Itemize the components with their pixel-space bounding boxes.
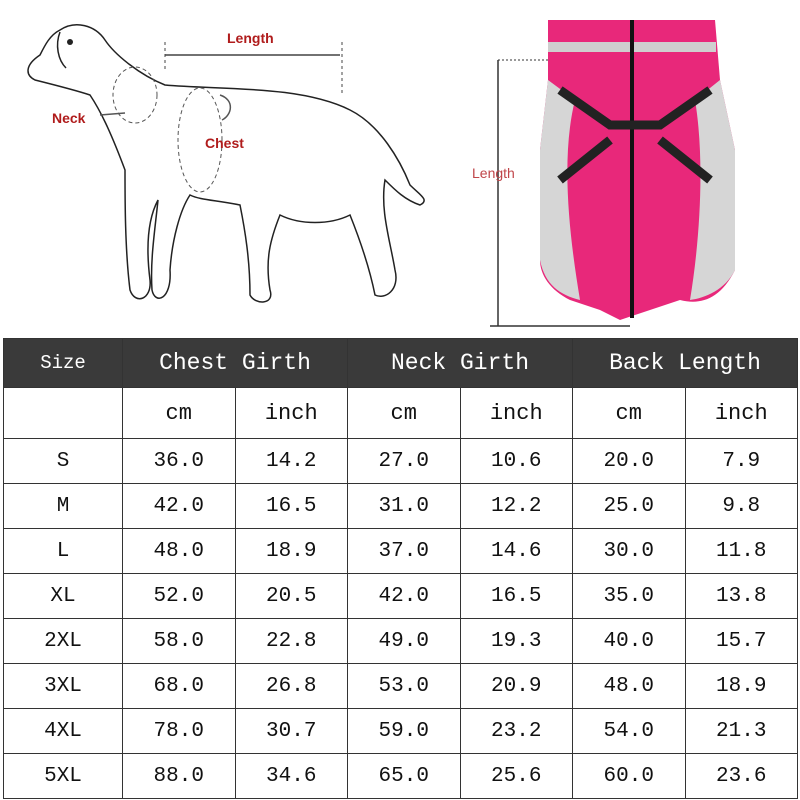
unit-cell: cm — [122, 387, 236, 439]
header-neck-girth: Neck Girth — [347, 338, 573, 388]
unit-cell: cm — [347, 387, 461, 439]
value-cell: 18.9 — [684, 663, 798, 709]
table-row: S 36.0 14.2 27.0 10.6 20.0 7.9 — [3, 438, 798, 484]
header-size: Size — [3, 338, 123, 388]
dog-body — [27, 24, 425, 303]
value-cell: 35.0 — [572, 573, 686, 619]
jacket-length-label: Length — [472, 165, 515, 181]
value-cell: 30.7 — [234, 708, 348, 754]
size-cell: 3XL — [3, 663, 123, 709]
unit-cell: inch — [234, 387, 348, 439]
unit-cell: inch — [684, 387, 798, 439]
value-cell: 58.0 — [122, 618, 236, 664]
chest-measure — [177, 87, 223, 193]
value-cell: 42.0 — [122, 483, 236, 529]
dog-ear — [56, 31, 67, 69]
value-cell: 37.0 — [347, 528, 461, 574]
value-cell: 16.5 — [234, 483, 348, 529]
value-cell: 14.6 — [459, 528, 573, 574]
value-cell: 40.0 — [572, 618, 686, 664]
table-row: L 48.0 18.9 37.0 14.6 30.0 11.8 — [3, 528, 798, 574]
value-cell: 11.8 — [684, 528, 798, 574]
value-cell: 25.6 — [459, 753, 573, 799]
illustration-area: Length Neck Chest Length — [0, 0, 800, 335]
dog-length-label: Length — [227, 30, 274, 46]
value-cell: 34.6 — [234, 753, 348, 799]
units-blank — [3, 387, 123, 439]
value-cell: 25.0 — [572, 483, 686, 529]
value-cell: 42.0 — [347, 573, 461, 619]
size-cell: M — [3, 483, 123, 529]
table-row: 2XL 58.0 22.8 49.0 19.3 40.0 15.7 — [3, 618, 798, 664]
value-cell: 53.0 — [347, 663, 461, 709]
table-row: M 42.0 16.5 31.0 12.2 25.0 9.8 — [3, 483, 798, 529]
header-row: Size Chest Girth Neck Girth Back Length — [3, 338, 798, 388]
dog-chest-label: Chest — [205, 135, 244, 151]
dog-neck-label: Neck — [52, 110, 86, 126]
value-cell: 23.6 — [684, 753, 798, 799]
value-cell: 21.3 — [684, 708, 798, 754]
value-cell: 88.0 — [122, 753, 236, 799]
value-cell: 30.0 — [572, 528, 686, 574]
value-cell: 48.0 — [572, 663, 686, 709]
value-cell: 54.0 — [572, 708, 686, 754]
value-cell: 60.0 — [572, 753, 686, 799]
value-cell: 23.2 — [459, 708, 573, 754]
value-cell: 48.0 — [122, 528, 236, 574]
value-cell: 26.8 — [234, 663, 348, 709]
value-cell: 12.2 — [459, 483, 573, 529]
table-row: XL 52.0 20.5 42.0 16.5 35.0 13.8 — [3, 573, 798, 619]
value-cell: 7.9 — [684, 438, 798, 484]
value-cell: 13.8 — [684, 573, 798, 619]
size-cell: L — [3, 528, 123, 574]
value-cell: 20.5 — [234, 573, 348, 619]
value-cell: 36.0 — [122, 438, 236, 484]
size-cell: 2XL — [3, 618, 123, 664]
header-chest-girth: Chest Girth — [122, 338, 348, 388]
value-cell: 65.0 — [347, 753, 461, 799]
value-cell: 31.0 — [347, 483, 461, 529]
value-cell: 52.0 — [122, 573, 236, 619]
value-cell: 10.6 — [459, 438, 573, 484]
value-cell: 14.2 — [234, 438, 348, 484]
table-row: 5XL 88.0 34.6 65.0 25.6 60.0 23.6 — [3, 753, 798, 799]
value-cell: 19.3 — [459, 618, 573, 664]
value-cell: 68.0 — [122, 663, 236, 709]
header-back-length: Back Length — [572, 338, 798, 388]
unit-cell: cm — [572, 387, 686, 439]
value-cell: 49.0 — [347, 618, 461, 664]
value-cell: 18.9 — [234, 528, 348, 574]
table-row: 3XL 68.0 26.8 53.0 20.9 48.0 18.9 — [3, 663, 798, 709]
value-cell: 27.0 — [347, 438, 461, 484]
value-cell: 20.0 — [572, 438, 686, 484]
table-row: 4XL 78.0 30.7 59.0 23.2 54.0 21.3 — [3, 708, 798, 754]
value-cell: 22.8 — [234, 618, 348, 664]
unit-cell: inch — [459, 387, 573, 439]
size-cell: XL — [3, 573, 123, 619]
value-cell: 15.7 — [684, 618, 798, 664]
value-cell: 59.0 — [347, 708, 461, 754]
value-cell: 9.8 — [684, 483, 798, 529]
jacket-image — [490, 20, 735, 327]
size-cell: S — [3, 438, 123, 484]
value-cell: 16.5 — [459, 573, 573, 619]
units-row: cm inch cm inch cm inch — [3, 387, 798, 439]
value-cell: 78.0 — [122, 708, 236, 754]
dog-eye — [67, 39, 73, 45]
neck-measure — [112, 66, 158, 124]
size-cell: 5XL — [3, 753, 123, 799]
size-cell: 4XL — [3, 708, 123, 754]
value-cell: 20.9 — [459, 663, 573, 709]
size-chart-table: Size Chest Girth Neck Girth Back Length … — [3, 338, 798, 799]
dog-outline-diagram — [27, 20, 735, 327]
